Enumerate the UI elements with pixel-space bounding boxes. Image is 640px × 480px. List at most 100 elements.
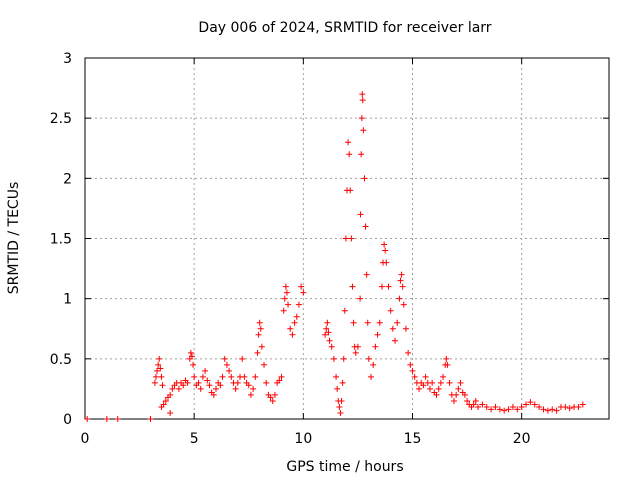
data-point <box>394 319 401 326</box>
data-point <box>475 403 481 410</box>
x-tick-label: 20 <box>513 431 531 447</box>
data-point <box>261 361 268 368</box>
data-point <box>190 361 197 368</box>
data-point <box>255 331 262 338</box>
data-point <box>287 325 294 332</box>
data-point <box>289 331 296 338</box>
data-point <box>342 235 349 242</box>
data-point <box>295 301 302 308</box>
data-point <box>352 349 359 356</box>
data-point <box>271 391 278 398</box>
data-point <box>219 373 226 380</box>
data-point <box>505 406 512 413</box>
y-tick-label: 0 <box>63 412 72 428</box>
data-point <box>523 401 530 408</box>
data-point <box>420 382 427 389</box>
data-point <box>400 301 407 308</box>
data-point <box>298 283 305 290</box>
data-point <box>531 401 538 408</box>
data-point <box>159 382 166 389</box>
data-point <box>252 373 259 380</box>
data-point <box>223 361 230 368</box>
data-point <box>376 319 383 326</box>
data-point <box>443 355 450 362</box>
data-point <box>378 283 385 290</box>
data-point <box>291 319 298 326</box>
data-point <box>276 377 283 384</box>
data-point <box>488 406 495 413</box>
data-point <box>334 385 341 392</box>
data-point <box>338 397 345 404</box>
y-tick-label: 1 <box>63 292 72 308</box>
data-point <box>158 373 165 380</box>
data-point <box>575 403 582 410</box>
x-tick-label: 5 <box>190 431 199 447</box>
data-series <box>84 91 586 422</box>
data-point <box>340 355 347 362</box>
data-point <box>496 406 503 413</box>
data-point <box>247 391 254 398</box>
data-point <box>354 343 361 350</box>
data-point <box>195 379 202 386</box>
y-tick-label: 2 <box>63 171 72 187</box>
data-point <box>263 379 270 386</box>
data-point <box>492 403 499 410</box>
data-point <box>228 373 235 380</box>
data-point <box>361 175 368 182</box>
data-point <box>362 223 369 230</box>
data-point <box>398 271 405 278</box>
data-point <box>245 382 252 389</box>
data-point <box>346 151 353 158</box>
data-point <box>254 349 261 356</box>
data-point <box>213 385 219 392</box>
data-point <box>444 361 451 368</box>
data-point <box>217 382 224 389</box>
data-point <box>536 403 543 410</box>
data-point <box>206 382 213 389</box>
data-point <box>374 331 381 338</box>
data-point <box>323 325 330 332</box>
data-point <box>433 391 440 398</box>
chart-title: Day 006 of 2024, SRMTID for receiver lar… <box>198 20 491 36</box>
data-point <box>364 319 371 326</box>
data-point <box>202 367 209 374</box>
data-point <box>381 241 388 248</box>
data-point <box>156 355 163 362</box>
data-point <box>411 373 418 380</box>
data-point <box>250 385 257 392</box>
data-point <box>440 373 447 380</box>
data-point <box>324 319 331 326</box>
data-point <box>360 127 367 134</box>
data-point <box>167 391 174 398</box>
data-point <box>328 343 335 350</box>
data-point <box>359 91 366 98</box>
data-point <box>84 416 91 422</box>
data-point <box>397 277 404 284</box>
data-point <box>426 385 433 392</box>
data-point <box>464 397 471 404</box>
data-point <box>345 139 352 146</box>
data-point <box>278 373 285 380</box>
data-point <box>370 361 377 368</box>
data-point <box>518 403 525 410</box>
data-point <box>363 271 370 278</box>
data-point <box>407 361 414 368</box>
x-tick-label: 0 <box>81 431 90 447</box>
data-point <box>501 407 508 414</box>
data-point <box>154 367 161 374</box>
y-tick-label: 2.5 <box>50 111 72 127</box>
data-point <box>210 391 217 398</box>
data-point <box>472 397 479 404</box>
data-point <box>188 353 195 360</box>
data-point <box>160 401 167 408</box>
data-point <box>180 382 187 389</box>
data-point <box>257 325 264 332</box>
data-point <box>234 379 241 386</box>
y-axis-label: SRMTID / TECUs <box>6 182 22 295</box>
data-point <box>457 379 464 386</box>
data-point <box>152 373 159 380</box>
data-point <box>358 151 365 158</box>
data-point <box>232 385 239 392</box>
data-point <box>349 283 356 290</box>
